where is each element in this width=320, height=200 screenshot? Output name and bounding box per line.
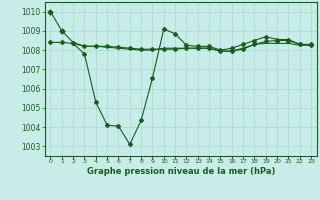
X-axis label: Graphe pression niveau de la mer (hPa): Graphe pression niveau de la mer (hPa) (87, 167, 275, 176)
